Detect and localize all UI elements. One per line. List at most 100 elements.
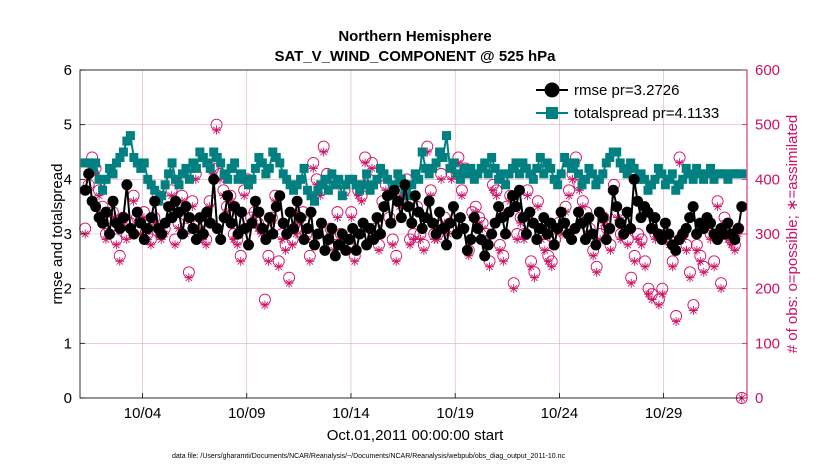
obs-assimilated-point <box>505 196 515 206</box>
totalspread-point <box>577 180 587 190</box>
obs-assimilated-point <box>267 218 277 228</box>
rmse-point <box>409 190 421 202</box>
rmse-point <box>277 217 289 229</box>
rmse-point <box>340 244 352 256</box>
rmse-point <box>541 228 553 240</box>
y-tick-label-right: 200 <box>755 281 780 298</box>
rmse-point <box>729 233 741 245</box>
totalspread-point <box>591 180 601 190</box>
y-tick-label-left: 2 <box>64 281 72 298</box>
totalspread-point <box>275 158 285 168</box>
obs-assimilated-point <box>464 251 474 261</box>
data-series <box>79 118 748 404</box>
totalspread-point <box>438 152 448 162</box>
rmse-point <box>267 228 279 240</box>
rmse-point <box>298 233 310 245</box>
x-tick-label: 10/29 <box>645 405 683 422</box>
totalspread-point <box>202 158 212 168</box>
obs-assimilated-point <box>688 306 698 316</box>
rmse-point <box>236 206 248 218</box>
totalspread-point <box>514 169 524 179</box>
obs-assimilated-point <box>332 213 342 223</box>
obs-assimilated-point <box>111 240 121 250</box>
obs-assimilated-point <box>319 147 329 157</box>
totalspread-point <box>719 169 729 179</box>
obs-assimilated-point <box>709 262 719 272</box>
totalspread-point <box>101 174 111 184</box>
x-tick-label: 10/24 <box>541 405 579 422</box>
totalspread-point <box>129 152 139 162</box>
obs-assimilated-point <box>312 180 322 190</box>
totalspread-point <box>636 169 646 179</box>
totalspread-point <box>660 180 670 190</box>
y-tick-label-left: 1 <box>64 335 72 352</box>
rmse-point <box>354 228 366 240</box>
rmse-point <box>510 201 522 213</box>
totalspread-point <box>473 169 483 179</box>
totalspread-point <box>445 163 455 173</box>
totalspread-point <box>466 163 476 173</box>
totalspread-point <box>567 163 577 173</box>
obs-assimilated-point <box>80 229 90 239</box>
obs-assimilated-point <box>281 245 291 255</box>
obs-assimilated-point <box>187 202 197 212</box>
obs-assimilated-point <box>136 229 146 239</box>
totalspread-point <box>132 158 142 168</box>
rmse-point <box>305 206 317 218</box>
totalspread-point <box>518 158 528 168</box>
rmse-point <box>736 201 748 213</box>
totalspread-point <box>285 180 295 190</box>
rmse-point <box>732 223 744 235</box>
rmse-point <box>493 201 505 213</box>
totalspread-point <box>706 163 716 173</box>
totalspread-point <box>671 185 681 195</box>
rmse-point <box>486 228 498 240</box>
obs-assimilated-point <box>588 251 598 261</box>
totalspread-point <box>299 163 309 173</box>
totalspread-point <box>553 180 563 190</box>
totalspread-point <box>223 174 233 184</box>
totalspread-point <box>646 180 656 190</box>
rmse-point <box>548 239 560 251</box>
totalspread-point <box>334 174 344 184</box>
totalspread-point <box>257 158 267 168</box>
totalspread-point <box>226 163 236 173</box>
obs-assimilated-point <box>595 234 605 244</box>
rmse-point <box>308 239 320 251</box>
rmse-point <box>441 239 453 251</box>
obs-assimilated-point <box>650 234 660 244</box>
totalspread-point <box>650 174 660 184</box>
rmse-point <box>573 206 585 218</box>
obs-assimilated-point <box>681 245 691 255</box>
obs-assimilated-point <box>567 174 577 184</box>
rmse-point <box>520 228 532 240</box>
obs-assimilated-point <box>250 213 260 223</box>
totalspread-point <box>212 152 222 162</box>
rmse-point <box>263 212 275 224</box>
rmse-point <box>392 195 404 207</box>
obs-assimilated-point <box>643 289 653 299</box>
totalspread-point <box>375 163 385 173</box>
obs-assimilated-point <box>426 191 436 201</box>
totalspread-point <box>209 147 219 157</box>
obs-assimilated-point <box>415 234 425 244</box>
totalspread-point <box>508 163 518 173</box>
obs-assimilated-point <box>260 300 270 310</box>
y-tick-label-right: 300 <box>755 226 780 243</box>
totalspread-point <box>98 185 108 195</box>
totalspread-point <box>431 158 441 168</box>
totalspread-point <box>640 174 650 184</box>
obs-assimilated-point <box>129 196 139 206</box>
obs-assimilated-point <box>657 289 667 299</box>
y-tick-label-right: 0 <box>755 390 763 407</box>
obs-assimilated-point <box>256 229 266 239</box>
totalspread-point <box>622 169 632 179</box>
obs-assimilated-point <box>94 191 104 201</box>
totalspread-point <box>403 191 413 201</box>
totalspread-point <box>184 174 194 184</box>
obs-assimilated-point <box>640 262 650 272</box>
totalspread-point <box>723 174 733 184</box>
rmse-point <box>586 228 598 240</box>
obs-assimilated-point <box>294 218 304 228</box>
totalspread-point <box>490 163 500 173</box>
